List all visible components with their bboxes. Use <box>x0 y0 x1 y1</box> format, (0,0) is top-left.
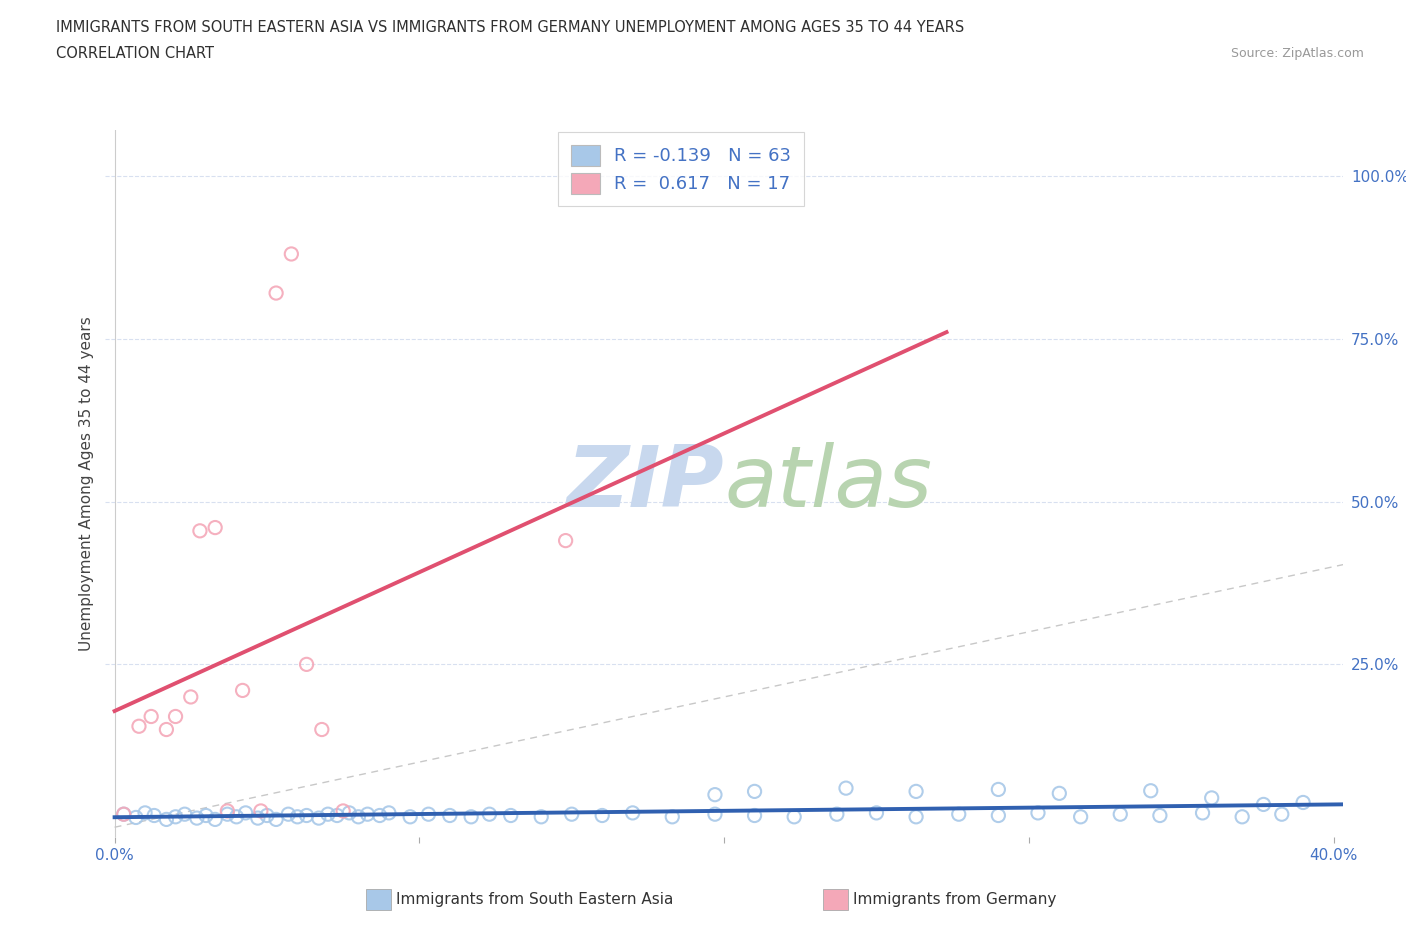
Point <box>499 808 522 823</box>
Point <box>1070 809 1092 824</box>
Point <box>478 806 501 821</box>
Point <box>112 806 135 821</box>
Point <box>165 709 187 724</box>
Point <box>987 808 1010 823</box>
Point <box>225 809 247 824</box>
Point <box>865 805 887 820</box>
Point <box>180 689 202 704</box>
Point <box>277 806 299 821</box>
Point <box>347 809 370 824</box>
Point <box>125 810 148 825</box>
Point <box>554 533 576 548</box>
Point <box>112 806 135 821</box>
Point <box>155 812 177 827</box>
Point <box>1271 806 1294 821</box>
Text: CORRELATION CHART: CORRELATION CHART <box>56 46 214 61</box>
Point <box>356 806 378 821</box>
Point <box>155 722 177 737</box>
Point <box>987 782 1010 797</box>
Point <box>378 805 401 820</box>
Point <box>195 808 218 823</box>
Point <box>948 806 970 821</box>
Point <box>399 809 422 824</box>
Legend: R = -0.139   N = 63, R =  0.617   N = 17: R = -0.139 N = 63, R = 0.617 N = 17 <box>558 132 804 206</box>
Point <box>783 809 806 824</box>
Point <box>703 787 725 802</box>
Point <box>418 806 440 821</box>
Point <box>311 722 333 737</box>
Point <box>1139 783 1161 798</box>
Point <box>460 809 482 824</box>
Y-axis label: Unemployment Among Ages 35 to 44 years: Unemployment Among Ages 35 to 44 years <box>79 316 94 651</box>
Point <box>1109 806 1132 821</box>
Point <box>173 806 195 821</box>
Point <box>744 808 766 823</box>
Point <box>591 808 613 823</box>
Point <box>561 806 583 821</box>
Point <box>621 805 644 820</box>
Point <box>368 808 391 823</box>
Point <box>295 657 318 671</box>
Point <box>1201 790 1223 805</box>
Point <box>905 784 928 799</box>
Point <box>744 784 766 799</box>
Point <box>280 246 302 261</box>
Point <box>703 806 725 821</box>
Point <box>308 811 330 826</box>
Point <box>186 811 208 826</box>
Point <box>332 804 354 818</box>
Point <box>264 286 287 300</box>
Point <box>295 808 318 823</box>
Point <box>188 524 211 538</box>
Point <box>439 808 461 823</box>
Text: atlas: atlas <box>724 442 932 525</box>
Point <box>1292 795 1315 810</box>
Point <box>217 806 239 821</box>
Point <box>143 808 166 823</box>
Point <box>250 804 273 818</box>
Point <box>825 806 848 821</box>
Point <box>1026 805 1049 820</box>
Point <box>134 805 156 820</box>
Point <box>316 806 339 821</box>
Point <box>1253 797 1275 812</box>
Point <box>165 809 187 824</box>
Point <box>1149 808 1171 823</box>
Point <box>287 809 309 824</box>
Point <box>1191 805 1213 820</box>
Point <box>337 805 360 820</box>
Point <box>905 809 928 824</box>
Point <box>246 811 269 826</box>
Point <box>256 808 278 823</box>
Point <box>264 812 287 827</box>
Point <box>128 719 150 734</box>
Point <box>204 812 226 827</box>
Point <box>217 804 239 818</box>
Point <box>326 808 349 823</box>
Point <box>1047 786 1070 801</box>
Point <box>835 780 858 795</box>
Text: IMMIGRANTS FROM SOUTH EASTERN ASIA VS IMMIGRANTS FROM GERMANY UNEMPLOYMENT AMONG: IMMIGRANTS FROM SOUTH EASTERN ASIA VS IM… <box>56 20 965 35</box>
Point <box>235 805 257 820</box>
Text: ZIP: ZIP <box>567 442 724 525</box>
Text: Immigrants from South Eastern Asia: Immigrants from South Eastern Asia <box>396 892 673 907</box>
Point <box>141 709 163 724</box>
Point <box>530 809 553 824</box>
Point <box>232 683 254 698</box>
Text: Immigrants from Germany: Immigrants from Germany <box>853 892 1057 907</box>
Point <box>1230 809 1253 824</box>
Point <box>204 520 226 535</box>
Point <box>661 809 683 824</box>
Text: Source: ZipAtlas.com: Source: ZipAtlas.com <box>1230 46 1364 60</box>
